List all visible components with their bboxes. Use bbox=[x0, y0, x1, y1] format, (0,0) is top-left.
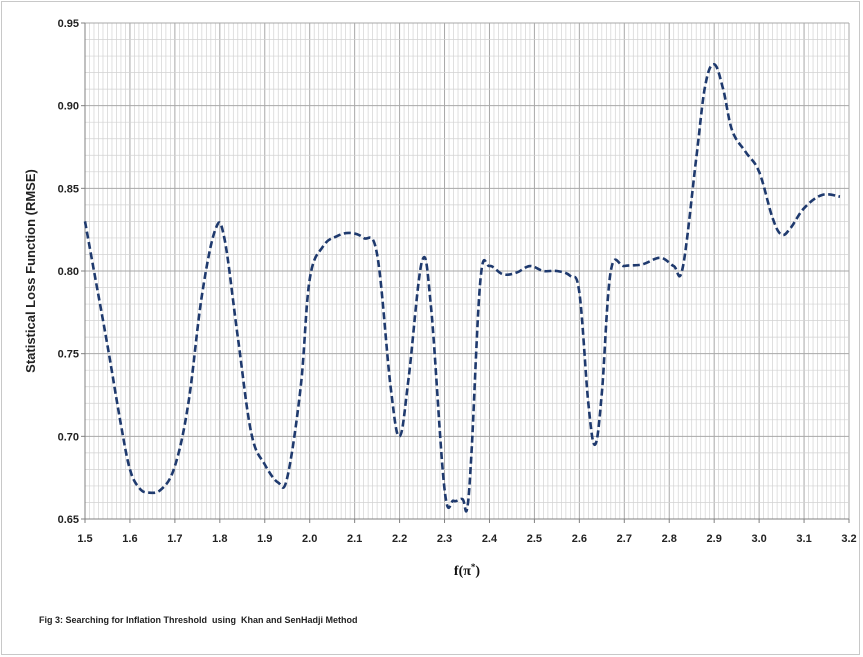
grid bbox=[84, 22, 850, 520]
x-tick-label: 2.6 bbox=[572, 533, 587, 545]
x-tick-label: 2.0 bbox=[302, 533, 317, 545]
x-tick-label: 1.5 bbox=[77, 533, 92, 545]
y-tick-label: 0.75 bbox=[58, 349, 79, 361]
x-tick-label: 1.8 bbox=[212, 533, 227, 545]
y-tick-label: 0.95 bbox=[58, 18, 79, 30]
y-tick-label: 0.65 bbox=[58, 514, 79, 526]
y-tick-label: 0.85 bbox=[58, 183, 79, 195]
x-tick-label: 3.0 bbox=[751, 533, 766, 545]
x-tick-label: 2.4 bbox=[482, 533, 498, 545]
x-tick-label: 1.9 bbox=[257, 533, 272, 545]
series-line bbox=[83, 63, 841, 513]
x-tick-label: 3.1 bbox=[796, 533, 811, 545]
x-tick-labels: 1.5 1.6 1.7 1.8 1.9 2.0 2.1 2.2 2.3 2.4 2.5 2.6 2.7 2… bbox=[77, 519, 857, 545]
x-tick-label: 3.2 bbox=[841, 533, 856, 545]
y-tick-label: 0.90 bbox=[58, 101, 79, 113]
x-tick-label: 2.8 bbox=[662, 533, 677, 545]
x-tick-label: 2.5 bbox=[527, 533, 542, 545]
x-tick-label: 2.3 bbox=[437, 533, 452, 545]
y-axis-label: Statistical Loss Function (RMSE) bbox=[23, 169, 38, 373]
y-tick-labels: 0.65 0.70 0.75 0.80 0.85 0.90 0.95 bbox=[58, 18, 85, 526]
x-axis-label: f(π*) bbox=[454, 562, 481, 579]
series-lines bbox=[83, 63, 841, 513]
x-tick-label: 1.6 bbox=[122, 533, 137, 545]
y-tick-label: 0.70 bbox=[58, 431, 79, 443]
x-tick-label: 1.7 bbox=[167, 533, 182, 545]
x-tick-label: 2.2 bbox=[392, 533, 407, 545]
figure-caption: Fig 3: Searching for Inflation Threshold… bbox=[39, 615, 358, 625]
x-tick-label: 2.1 bbox=[347, 533, 362, 545]
x-tick-label: 2.9 bbox=[707, 533, 722, 545]
y-tick-label: 0.80 bbox=[58, 266, 79, 278]
x-tick-label: 2.7 bbox=[617, 533, 632, 545]
